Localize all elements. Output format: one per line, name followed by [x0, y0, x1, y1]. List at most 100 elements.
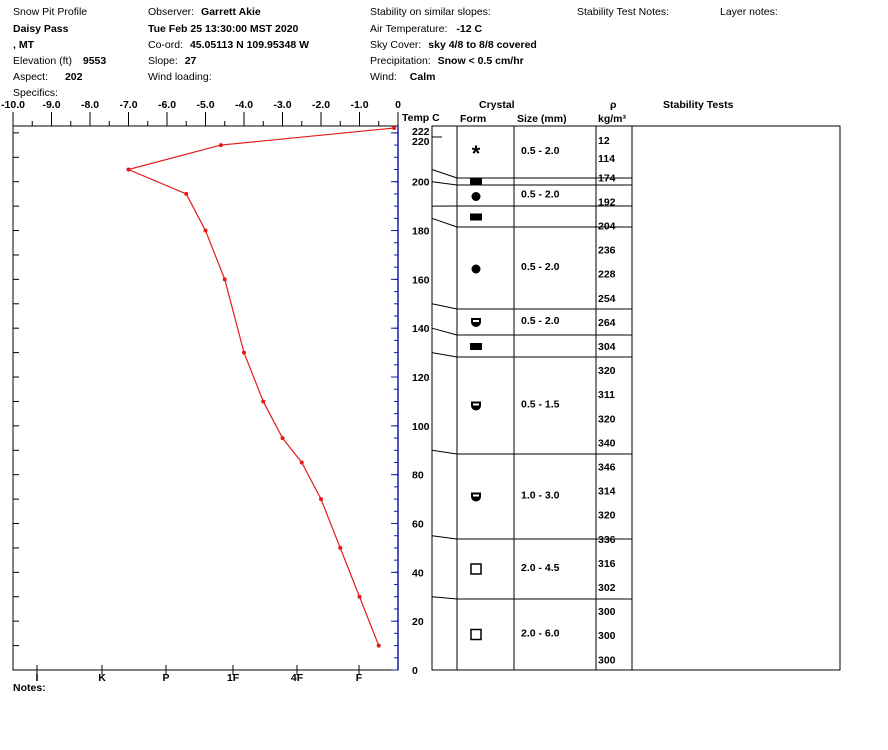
wind-loading-label: Wind loading: [148, 71, 212, 83]
density-value: 320 [598, 510, 616, 522]
layer-size-label: 0.5 - 2.0 [521, 315, 560, 327]
layer-size-label: 2.0 - 4.5 [521, 562, 560, 574]
hardness-label: 1F [227, 672, 240, 684]
density-value: 316 [598, 558, 616, 570]
layer-size-label: 0.5 - 2.0 [521, 261, 560, 273]
density-value: 264 [598, 317, 616, 329]
density-value: 300 [598, 654, 616, 666]
x-tick-label: -5.0 [196, 99, 214, 111]
rounded-grain-icon [471, 264, 481, 274]
density-value: 174 [598, 172, 616, 184]
faceted-rounded-icon-notch [473, 494, 479, 497]
elevation: Elevation (ft) 9553 [13, 55, 106, 67]
aspect-value: 202 [64, 71, 83, 83]
layer-size-label: 0.5 - 2.0 [521, 189, 560, 201]
stability-test-notes-label: Stability Test Notes: [577, 6, 670, 18]
layer-connector [431, 596, 458, 600]
x-tick-label: -3.0 [273, 99, 291, 111]
hardness-label: F [356, 672, 363, 684]
temperature-point [357, 594, 362, 599]
layer-connector [431, 535, 458, 540]
x-tick-label: -7.0 [119, 99, 137, 111]
density-value: 304 [598, 341, 616, 353]
observer-label: Observer: [148, 6, 195, 18]
density-value: 204 [598, 221, 616, 233]
slope-value: 27 [184, 55, 197, 67]
precipitation: Precipitation: Snow < 0.5 cm/hr [370, 55, 524, 67]
dynamic-chart-marks: -10.0 -9.0 -8.0 -7.0 -6.0 -5.0 -4.0 -3.0 -2.0 -1.… [1, 99, 632, 684]
slope: Slope: 27 [148, 55, 196, 67]
coord-label: Co-ord: [148, 39, 184, 51]
y-tick-label: 222 [412, 126, 430, 138]
sky-cover: Sky Cover: sky 4/8 to 8/8 covered [370, 39, 537, 51]
crystal-header: Crystal [479, 99, 515, 111]
layer-connector [431, 449, 458, 455]
x-tick-label: -4.0 [235, 99, 253, 111]
density-value: 254 [598, 293, 616, 305]
layer-connector [431, 352, 458, 358]
specifics-label: Specifics: [13, 87, 58, 99]
layer-size-label: 2.0 - 6.0 [521, 628, 560, 640]
faceted-crystal-icon [470, 628, 482, 641]
density-value: 236 [598, 245, 616, 257]
y-tick-label: 220 [412, 136, 430, 148]
rounded-grain-rect-icon [470, 178, 482, 186]
frames [12, 125, 841, 671]
faceted-rounded-icon [471, 401, 481, 411]
temperature-profile-line [126, 127, 395, 646]
stability-similar-slopes-label: Stability on similar slopes: [370, 6, 491, 18]
temperature-point [184, 191, 189, 196]
x-tick-label: -8.0 [81, 99, 99, 111]
layer-size-label: 0.5 - 1.5 [521, 399, 560, 411]
layer-connector [431, 169, 458, 179]
x-tick-label: -10.0 [1, 99, 25, 111]
faceted-rounded-icon [471, 492, 481, 502]
hardness-label: P [162, 672, 169, 684]
aspect-label: Aspect: [13, 71, 49, 83]
x-tick-label: -6.0 [158, 99, 176, 111]
coordinates: Co-ord: 45.05113 N 109.95348 W [148, 39, 309, 51]
temperature-point [218, 143, 223, 148]
layer-connector [431, 327, 458, 336]
y-tick-label: 60 [412, 519, 424, 531]
temp-axis-title: Temp C [402, 112, 440, 124]
temperature-point [222, 277, 227, 282]
precip-label: Precipitation: [370, 55, 431, 67]
layer-size-label: 1.0 - 3.0 [521, 490, 560, 502]
observer-value: Garrett Akie [201, 6, 261, 18]
wind: Wind: Calm [370, 71, 435, 83]
density-value: 12 [598, 135, 610, 147]
density-value: 192 [598, 196, 616, 208]
observer: Observer: Garrett Akie [148, 6, 261, 18]
stability-tests-header: Stability Tests [663, 99, 734, 111]
hardness-label: 4F [291, 672, 304, 684]
temperature-point [280, 436, 285, 441]
temperature-point [338, 545, 343, 550]
y-tick-label: 80 [412, 470, 424, 482]
y-tick-label: 160 [412, 274, 430, 286]
wind-value: Calm [409, 71, 436, 83]
y-tick-label: 100 [412, 421, 430, 433]
temperature-point [126, 167, 131, 172]
hardness-label: K [98, 672, 106, 684]
temperature-point [299, 460, 304, 465]
density-value: 314 [598, 486, 616, 498]
density-value: 228 [598, 269, 616, 281]
slope-label: Slope: [148, 55, 178, 67]
temperature-plot-frame [12, 125, 399, 671]
x-tick-label: -2.0 [312, 99, 330, 111]
density-value: 300 [598, 630, 616, 642]
air-temperature: Air Temperature: -12 C [370, 23, 482, 35]
rounded-grain-rect-icon [470, 213, 482, 221]
coord-value: 45.05113 N 109.95348 W [189, 39, 310, 51]
precip-value: Snow < 0.5 cm/hr [437, 55, 524, 67]
hardness-label: I [36, 672, 39, 684]
density-value: 311 [598, 389, 615, 401]
air-temp-value: -12 C [456, 23, 483, 35]
faceted-rounded-icon-notch [473, 320, 479, 322]
sky-label: Sky Cover: [370, 39, 422, 51]
density-value: 346 [598, 462, 616, 474]
rounded-grain-rect-icon [470, 343, 482, 350]
layer-notes-label: Layer notes: [720, 6, 778, 18]
